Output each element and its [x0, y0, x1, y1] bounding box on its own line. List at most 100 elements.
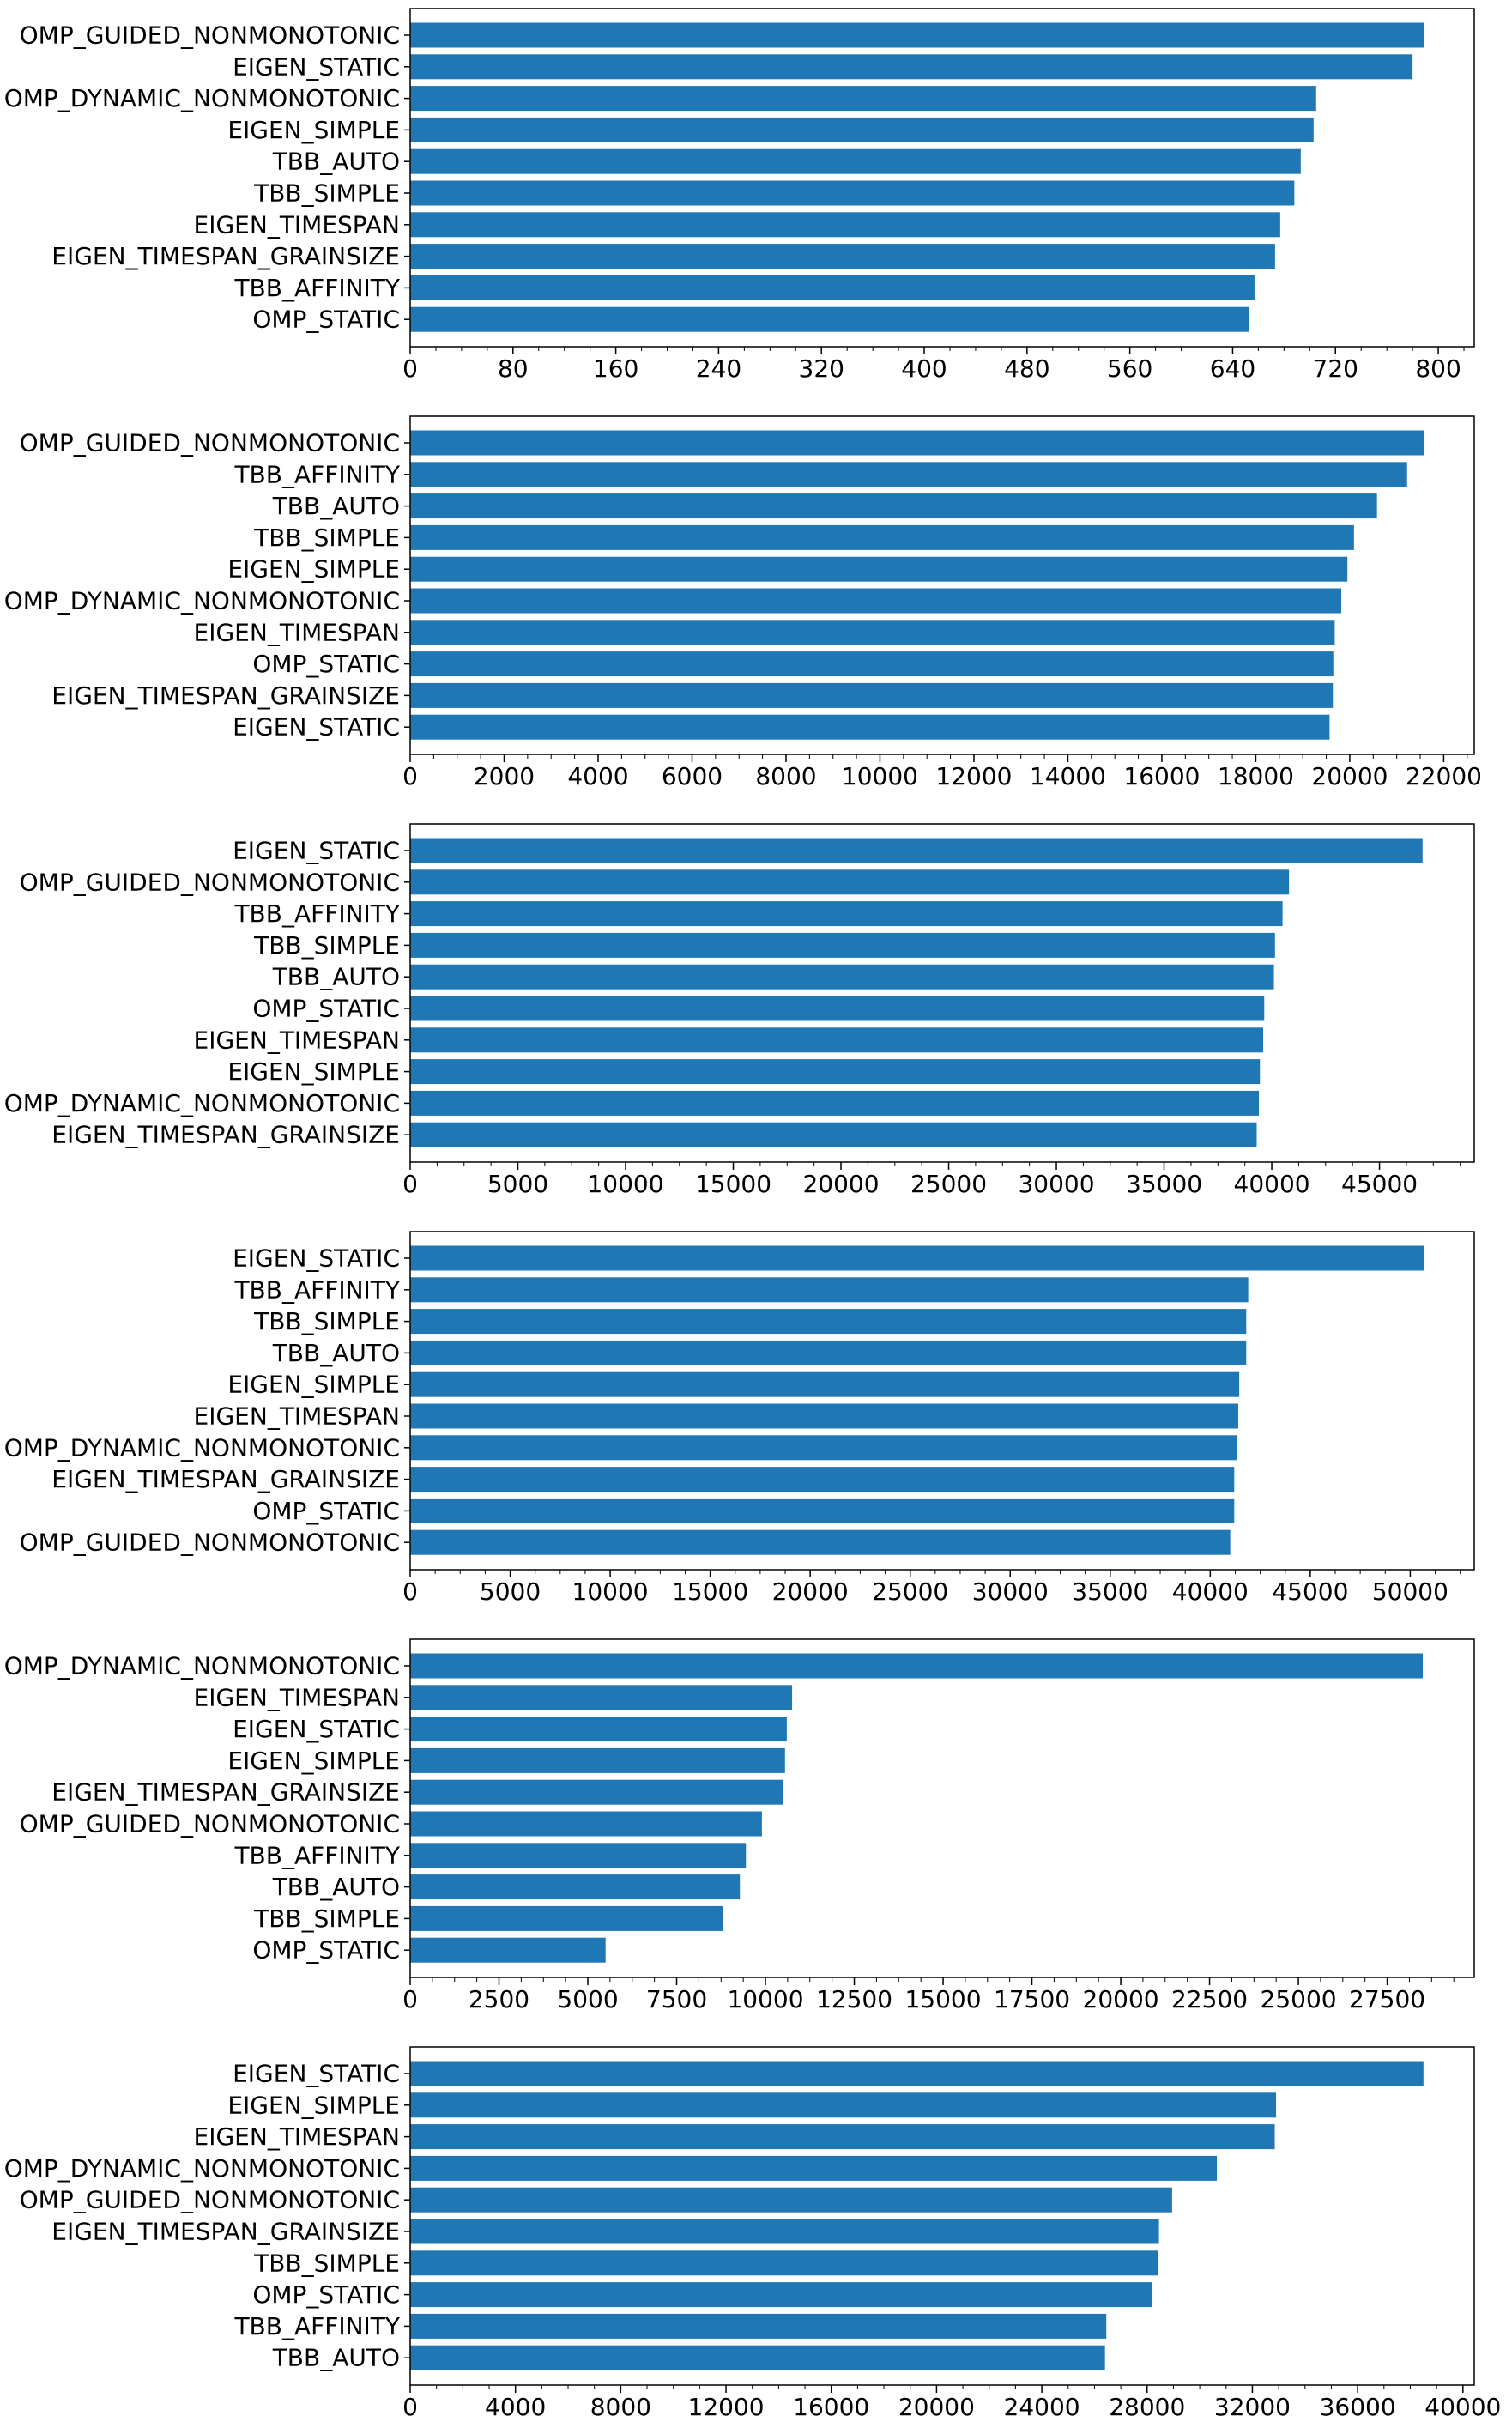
- category-label: TBB_AFFINITY: [233, 1275, 400, 1304]
- bar-tbb-affinity: [410, 275, 1255, 300]
- category-label: OMP_GUIDED_NONMONOTONIC: [20, 868, 400, 896]
- x-tick-label: 12000: [935, 762, 1012, 790]
- bar-omp-dynamic-nonmonotonic: [410, 86, 1316, 112]
- x-tick-label: 45000: [1341, 1170, 1418, 1198]
- x-tick-label: 7500: [646, 1985, 707, 2013]
- x-tick-label: 35000: [1126, 1170, 1202, 1198]
- bar-eigen-simple: [410, 1059, 1261, 1085]
- x-tick-label: 20000: [802, 1170, 879, 1198]
- bar-omp-dynamic-nonmonotonic: [410, 1653, 1423, 1679]
- bar-tbb-simple: [410, 932, 1275, 958]
- x-tick-label: 0: [402, 2393, 418, 2421]
- x-tick-label: 240: [696, 354, 741, 383]
- x-tick-label: 15000: [672, 1577, 748, 1606]
- bar-omp-dynamic-nonmonotonic: [410, 1435, 1237, 1461]
- bar-omp-static: [410, 306, 1249, 332]
- x-tick-label: 18000: [1218, 762, 1294, 790]
- x-tick-label: 22000: [1406, 762, 1482, 790]
- category-label: OMP_GUIDED_NONMONOTONIC: [20, 21, 400, 50]
- bar-tbb-auto: [410, 964, 1274, 990]
- x-tick-label: 25000: [1261, 1985, 1337, 2013]
- category-label: EIGEN_STATIC: [233, 837, 400, 865]
- x-tick-label: 8000: [755, 762, 816, 790]
- chart-panel-5: OMP_DYNAMIC_NONMONOTONIC EIGEN_TIMESPAN EI…: [4, 1638, 1475, 2013]
- category-label: EIGEN_TIMESPAN_GRAINSIZE: [51, 1778, 400, 1807]
- x-tick-label: 20000: [898, 2393, 975, 2421]
- x-tick-label: 400: [901, 354, 947, 383]
- x-tick-label: 32000: [1214, 2393, 1291, 2421]
- category-label: TBB_AUTO: [272, 963, 400, 991]
- bar-eigen-simple: [410, 2092, 1277, 2118]
- bar-tbb-affinity: [410, 1277, 1249, 1303]
- axes-frame: [409, 2046, 1475, 2386]
- x-tick-label: 40000: [1424, 2393, 1501, 2421]
- category-label: EIGEN_STATIC: [233, 2060, 400, 2088]
- bar-omp-guided-nonmonotonic: [410, 22, 1424, 48]
- category-label: TBB_AUTO: [272, 1873, 400, 1901]
- axes-frame: [409, 8, 1475, 348]
- category-label: EIGEN_TIMESPAN_GRAINSIZE: [51, 1465, 400, 1493]
- x-tick-label: 10000: [587, 1170, 663, 1198]
- x-tick-label: 5000: [487, 1170, 548, 1198]
- bar-eigen-static: [410, 2061, 1424, 2086]
- category-label: OMP_STATIC: [252, 650, 400, 678]
- category-label: TBB_AUTO: [272, 492, 400, 520]
- x-tick-label: 560: [1107, 354, 1152, 383]
- axes-frame: [409, 415, 1475, 755]
- bar-eigen-timespan: [410, 1027, 1264, 1053]
- x-tick-label: 800: [1415, 354, 1461, 383]
- x-tick-label: 2000: [474, 762, 535, 790]
- category-label: OMP_STATIC: [252, 995, 400, 1023]
- bar-omp-static: [410, 1937, 606, 1963]
- bar-eigen-simple: [410, 1747, 785, 1773]
- bar-omp-static: [410, 996, 1265, 1021]
- bar-eigen-timespan-grainsize: [410, 1122, 1257, 1147]
- x-tick-label: 35000: [1072, 1577, 1148, 1606]
- x-tick-label: 8000: [590, 2393, 651, 2421]
- bar-omp-guided-nonmonotonic: [410, 2187, 1172, 2213]
- bar-tbb-affinity: [410, 462, 1407, 487]
- category-label: OMP_DYNAMIC_NONMONOTONIC: [4, 1089, 400, 1117]
- category-label: EIGEN_TIMESPAN_GRAINSIZE: [51, 2218, 400, 2246]
- category-label: OMP_DYNAMIC_NONMONOTONIC: [4, 1652, 400, 1680]
- bar-eigen-simple: [410, 556, 1348, 582]
- x-tick-label: 12500: [816, 1985, 892, 2013]
- bar-eigen-timespan-grainsize: [410, 682, 1334, 708]
- x-tick-label: 720: [1313, 354, 1358, 383]
- bar-tbb-simple: [410, 180, 1295, 206]
- bar-omp-dynamic-nonmonotonic: [410, 2155, 1218, 2181]
- axes-frame: [409, 1231, 1475, 1571]
- category-label: EIGEN_SIMPLE: [227, 1371, 400, 1399]
- x-tick-label: 2500: [469, 1985, 529, 2013]
- x-tick-label: 15000: [695, 1170, 771, 1198]
- bar-tbb-affinity: [410, 2313, 1107, 2339]
- x-tick-label: 5000: [557, 1985, 618, 2013]
- x-tick-label: 0: [402, 354, 418, 383]
- bar-omp-dynamic-nonmonotonic: [410, 1090, 1259, 1116]
- category-label: TBB_SIMPLE: [253, 931, 400, 960]
- bar-eigen-static: [410, 54, 1413, 80]
- category-label: EIGEN_TIMESPAN: [194, 618, 400, 646]
- bar-eigen-timespan: [410, 620, 1335, 645]
- x-tick-label: 25000: [872, 1577, 948, 1606]
- x-tick-label: 10000: [842, 762, 918, 790]
- axes-frame: [409, 823, 1475, 1163]
- category-label: TBB_SIMPLE: [253, 2249, 400, 2277]
- bar-eigen-simple: [410, 1371, 1240, 1397]
- x-tick-label: 22500: [1171, 1985, 1248, 2013]
- x-tick-label: 50000: [1372, 1577, 1448, 1606]
- bar-omp-dynamic-nonmonotonic: [410, 588, 1342, 614]
- category-label: EIGEN_STATIC: [233, 52, 400, 81]
- x-tick-label: 6000: [662, 762, 723, 790]
- category-label: TBB_AFFINITY: [233, 2312, 400, 2340]
- bar-omp-guided-nonmonotonic: [410, 430, 1424, 456]
- category-label: EIGEN_SIMPLE: [227, 1057, 400, 1086]
- bar-eigen-timespan-grainsize: [410, 244, 1275, 269]
- x-tick-label: 0: [402, 762, 418, 790]
- category-label: EIGEN_TIMESPAN: [194, 2122, 400, 2151]
- category-label: OMP_GUIDED_NONMONOTONIC: [20, 429, 400, 457]
- category-label: EIGEN_STATIC: [233, 1715, 400, 1743]
